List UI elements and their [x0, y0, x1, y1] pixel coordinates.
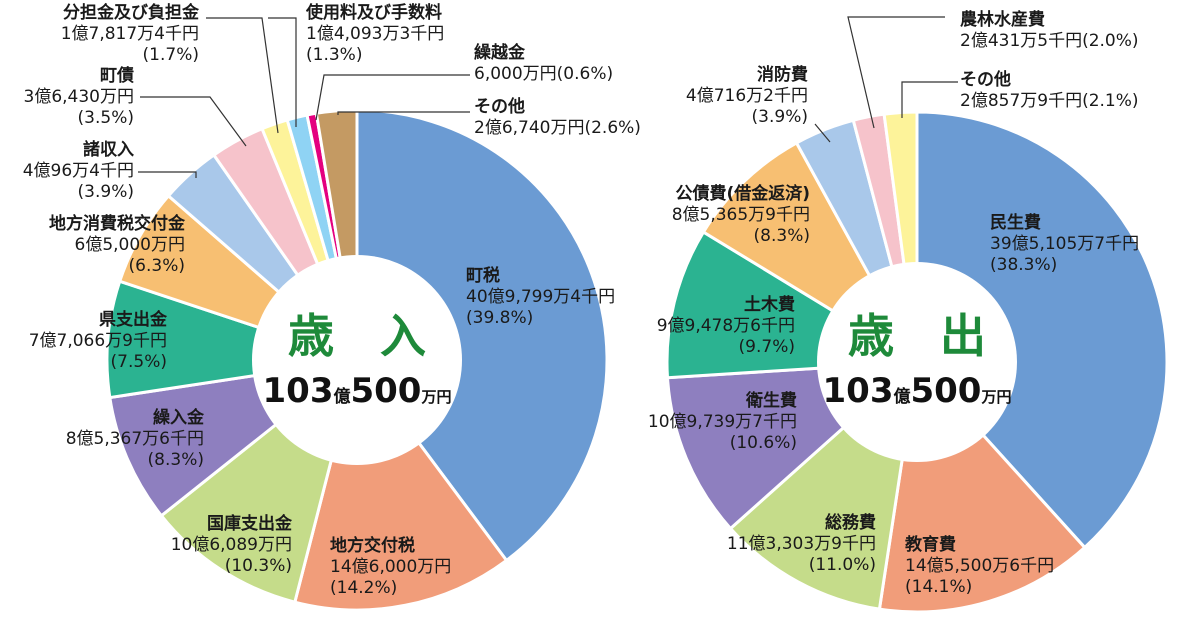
svg-text:国庫支出金: 国庫支出金 [207, 513, 293, 534]
label-dobokuhi: 土木費 9億9,478万6千円 (9.7%) [657, 294, 795, 357]
label-chihou-koufuzei: 地方交付税 14億6,000万円 (14.2%) [330, 535, 451, 598]
label-eiseihi: 衛生費 10億9,739万7千円 (10.6%) [648, 390, 797, 453]
svg-text:4億716万2千円: 4億716万2千円 [686, 86, 808, 106]
leader-line [337, 111, 470, 115]
leader-line [138, 171, 197, 178]
svg-text:地方消費税交付金: 地方消費税交付金 [49, 213, 186, 234]
label-shouboubi: 消防費 4億716万2千円 (3.9%) [686, 64, 808, 127]
svg-text:(10.6%): (10.6%) [730, 433, 797, 453]
label-ken-shishutsukin: 県支出金 7億7,066万9千円 (7.5%) [29, 309, 168, 372]
svg-text:39億5,105万7千円: 39億5,105万7千円 [990, 234, 1139, 254]
svg-text:10億9,739万7千円: 10億9,739万7千円 [648, 412, 797, 432]
expenditure-center-hole [817, 262, 1017, 462]
svg-text:7億7,066万9千円: 7億7,066万9千円 [29, 331, 167, 351]
label-chousai: 町債 3億6,430万円 (3.5%) [24, 65, 134, 128]
svg-text:消防費: 消防費 [757, 64, 808, 85]
label-chihou-shouhizei-koufukin: 地方消費税交付金 6億5,000万円 (6.3%) [49, 213, 186, 276]
leader-line [268, 17, 297, 127]
leader-line [847, 16, 945, 129]
expenditure-center-title: 歳 出 [848, 309, 986, 363]
svg-text:公債費(借金返済): 公債費(借金返済) [675, 183, 810, 204]
revenue-pie-slice-0 [355, 108, 609, 563]
svg-text:(1.3%): (1.3%) [306, 45, 362, 65]
svg-text:1億7,817万4千円: 1億7,817万4千円 [61, 24, 199, 44]
svg-text:使用料及び手数料: 使用料及び手数料 [305, 2, 442, 23]
svg-text:土木費: 土木費 [744, 294, 795, 315]
svg-text:9億9,478万6千円: 9億9,478万6千円 [657, 316, 795, 336]
svg-text:農林水産費: 農林水産費 [960, 9, 1045, 30]
label-kokko-shishutsukin: 国庫支出金 10億6,089万円 (10.3%) [171, 513, 293, 576]
svg-text:2億431万5千円(2.0%): 2億431万5千円(2.0%) [960, 31, 1139, 51]
svg-text:(14.1%): (14.1%) [905, 577, 972, 597]
svg-text:4億96万4千円: 4億96万4千円 [23, 161, 134, 181]
revenue-total: 103億500万円 [263, 371, 452, 411]
expenditure-pie-slice-0 [915, 110, 1169, 550]
svg-text:(8.3%): (8.3%) [148, 450, 204, 470]
svg-text:10億6,089万円: 10億6,089万円 [171, 535, 292, 555]
label-nourin-suisanhi: 農林水産費 2億431万5千円(2.0%) [960, 9, 1139, 51]
svg-text:民生費: 民生費 [990, 212, 1041, 233]
svg-text:8億5,367万6千円: 8億5,367万6千円 [66, 429, 204, 449]
label-kuriirekin: 繰入金 8億5,367万6千円 (8.3%) [66, 407, 205, 470]
leader-line [206, 17, 279, 134]
label-sonota-revenue: その他 2億6,740万円(2.6%) [474, 96, 641, 138]
svg-text:2億857万9千円(2.1%): 2億857万9千円(2.1%) [960, 91, 1139, 111]
svg-text:(7.5%): (7.5%) [111, 352, 167, 372]
svg-text:1億4,093万3千円: 1億4,093万3千円 [306, 24, 444, 44]
svg-text:14億6,000万円: 14億6,000万円 [330, 557, 451, 577]
leader-line [315, 74, 470, 121]
label-kurikoshikin: 繰越金 6,000万円(0.6%) [474, 42, 613, 84]
svg-text:繰入金: 繰入金 [153, 407, 205, 428]
label-kyouikuhi: 教育費 14億5,500万6千円 (14.1%) [904, 534, 1054, 597]
expenditure-total: 103億500万円 [823, 371, 1012, 411]
label-minseihi: 民生費 39億5,105万7千円 (38.3%) [990, 212, 1139, 275]
label-shoshuunyuu: 諸収入 4億96万4千円 (3.9%) [23, 139, 134, 202]
svg-text:11億3,303万9千円: 11億3,303万9千円 [727, 534, 876, 554]
label-shiyouryou: 使用料及び手数料 1億4,093万3千円 (1.3%) [305, 2, 444, 65]
svg-text:その他: その他 [960, 69, 1011, 90]
svg-text:(9.7%): (9.7%) [739, 337, 795, 357]
label-buntankin: 分担金及び負担金 1億7,817万4千円 (1.7%) [61, 2, 200, 65]
svg-text:(8.3%): (8.3%) [754, 226, 810, 246]
svg-text:県支出金: 県支出金 [99, 309, 168, 330]
label-sonota-expenditure: その他 2億857万9千円(2.1%) [960, 69, 1139, 111]
svg-text:(39.8%): (39.8%) [466, 308, 533, 328]
revenue-center-hole [252, 255, 462, 465]
label-kousaihi: 公債費(借金返済) 8億5,365万9千円 (8.3%) [672, 183, 810, 246]
leader-line [140, 96, 247, 147]
svg-text:6億5,000万円: 6億5,000万円 [75, 235, 185, 255]
svg-text:(3.5%): (3.5%) [78, 108, 134, 128]
svg-text:(1.7%): (1.7%) [143, 45, 199, 65]
svg-text:14億5,500万6千円: 14億5,500万6千円 [905, 556, 1054, 576]
leader-line [814, 123, 831, 143]
svg-text:総務費: 総務費 [825, 512, 876, 533]
svg-text:(11.0%): (11.0%) [809, 555, 876, 575]
svg-text:(38.3%): (38.3%) [990, 255, 1057, 275]
svg-text:(14.2%): (14.2%) [330, 578, 397, 598]
svg-text:8億5,365万9千円: 8億5,365万9千円 [672, 205, 810, 225]
svg-text:町債: 町債 [100, 65, 134, 86]
svg-text:諸収入: 諸収入 [83, 139, 134, 160]
svg-text:6,000万円(0.6%): 6,000万円(0.6%) [474, 64, 613, 84]
svg-text:衛生費: 衛生費 [745, 390, 797, 411]
svg-text:(3.9%): (3.9%) [752, 107, 808, 127]
svg-text:(10.3%): (10.3%) [225, 556, 292, 576]
svg-text:3億6,430万円: 3億6,430万円 [24, 87, 134, 107]
svg-text:町税: 町税 [466, 265, 500, 286]
svg-text:教育費: 教育費 [904, 534, 956, 555]
label-soumuhi: 総務費 11億3,303万9千円 (11.0%) [727, 512, 876, 575]
svg-text:(3.9%): (3.9%) [78, 182, 134, 202]
svg-text:地方交付税: 地方交付税 [330, 535, 415, 556]
svg-text:(6.3%): (6.3%) [129, 256, 185, 276]
svg-text:その他: その他 [474, 96, 525, 117]
leader-line [901, 81, 958, 118]
label-machizei: 町税 40億9,799万4千円 (39.8%) [466, 265, 615, 328]
svg-text:40億9,799万4千円: 40億9,799万4千円 [466, 287, 615, 307]
svg-text:2億6,740万円(2.6%): 2億6,740万円(2.6%) [474, 118, 641, 138]
svg-text:繰越金: 繰越金 [474, 42, 526, 63]
svg-text:分担金及び負担金: 分担金及び負担金 [63, 2, 200, 23]
revenue-center-title: 歳 入 [288, 309, 426, 363]
